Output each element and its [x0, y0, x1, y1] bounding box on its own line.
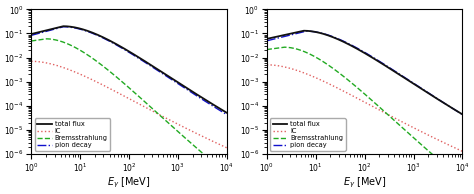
Bremsstrahlung	[274, 47, 280, 49]
Line: IC: IC	[31, 61, 227, 148]
Bremsstrahlung	[38, 38, 44, 41]
pion decay	[118, 47, 124, 49]
pion decay	[460, 113, 465, 116]
Bremsstrahlung	[460, 179, 465, 181]
Legend: total flux, IC, Bremsstrahlung, pion decay: total flux, IC, Bremsstrahlung, pion dec…	[35, 118, 110, 151]
total flux	[224, 112, 229, 114]
X-axis label: $E_{\gamma}$ [MeV]: $E_{\gamma}$ [MeV]	[343, 175, 386, 190]
Bremsstrahlung	[354, 86, 360, 88]
IC	[224, 147, 229, 149]
total flux	[28, 33, 34, 35]
pion decay	[124, 50, 129, 52]
Line: Bremsstrahlung: Bremsstrahlung	[31, 39, 227, 174]
total flux	[264, 38, 270, 40]
total flux	[460, 113, 465, 116]
Bremsstrahlung	[418, 143, 424, 146]
pion decay	[454, 110, 460, 112]
total flux	[60, 25, 66, 27]
IC	[38, 61, 44, 63]
pion decay	[264, 40, 270, 42]
total flux	[38, 30, 44, 33]
total flux	[274, 36, 280, 38]
Bremsstrahlung	[118, 80, 124, 82]
IC	[274, 64, 280, 67]
pion decay	[418, 87, 424, 89]
total flux	[301, 29, 306, 32]
total flux	[454, 110, 460, 112]
total flux	[418, 87, 424, 90]
Line: pion decay: pion decay	[267, 31, 463, 114]
pion decay	[218, 110, 224, 112]
Bremsstrahlung	[359, 91, 365, 93]
total flux	[118, 46, 124, 48]
total flux	[218, 108, 224, 111]
total flux	[354, 48, 360, 50]
Bremsstrahlung	[281, 46, 287, 48]
total flux	[182, 86, 188, 88]
pion decay	[224, 113, 229, 116]
Legend: total flux, IC, Bremsstrahlung, pion decay: total flux, IC, Bremsstrahlung, pion dec…	[270, 118, 346, 151]
Bremsstrahlung	[454, 174, 460, 177]
pion decay	[359, 50, 365, 52]
IC	[264, 64, 270, 66]
total flux	[124, 49, 129, 51]
IC	[28, 60, 34, 62]
pion decay	[354, 47, 360, 49]
IC	[460, 150, 465, 152]
X-axis label: $E_{\gamma}$ [MeV]: $E_{\gamma}$ [MeV]	[107, 175, 151, 190]
Bremsstrahlung	[124, 84, 129, 87]
pion decay	[303, 30, 309, 32]
Line: total flux: total flux	[267, 31, 463, 114]
IC	[218, 144, 224, 146]
IC	[123, 96, 129, 98]
IC	[118, 93, 124, 96]
Line: IC: IC	[267, 65, 463, 151]
pion decay	[38, 31, 44, 34]
Bremsstrahlung	[264, 48, 270, 51]
IC	[354, 97, 360, 99]
pion decay	[60, 26, 66, 28]
pion decay	[454, 110, 460, 112]
Bremsstrahlung	[28, 40, 34, 42]
IC	[359, 100, 365, 102]
Bremsstrahlung	[182, 137, 188, 139]
total flux	[454, 110, 460, 112]
total flux	[219, 108, 224, 111]
total flux	[359, 50, 365, 53]
Bremsstrahlung	[454, 174, 460, 177]
pion decay	[28, 34, 34, 36]
Bremsstrahlung	[219, 168, 224, 170]
IC	[418, 130, 424, 133]
pion decay	[219, 110, 224, 112]
Line: total flux: total flux	[31, 26, 227, 113]
IC	[454, 148, 460, 150]
IC	[182, 127, 188, 129]
IC	[454, 147, 459, 150]
Bremsstrahlung	[218, 168, 224, 170]
pion decay	[182, 87, 188, 90]
pion decay	[274, 37, 280, 40]
Bremsstrahlung	[43, 38, 49, 40]
Bremsstrahlung	[224, 173, 229, 175]
Line: Bremsstrahlung: Bremsstrahlung	[267, 47, 463, 180]
IC	[218, 144, 224, 146]
Line: pion decay: pion decay	[31, 27, 227, 115]
